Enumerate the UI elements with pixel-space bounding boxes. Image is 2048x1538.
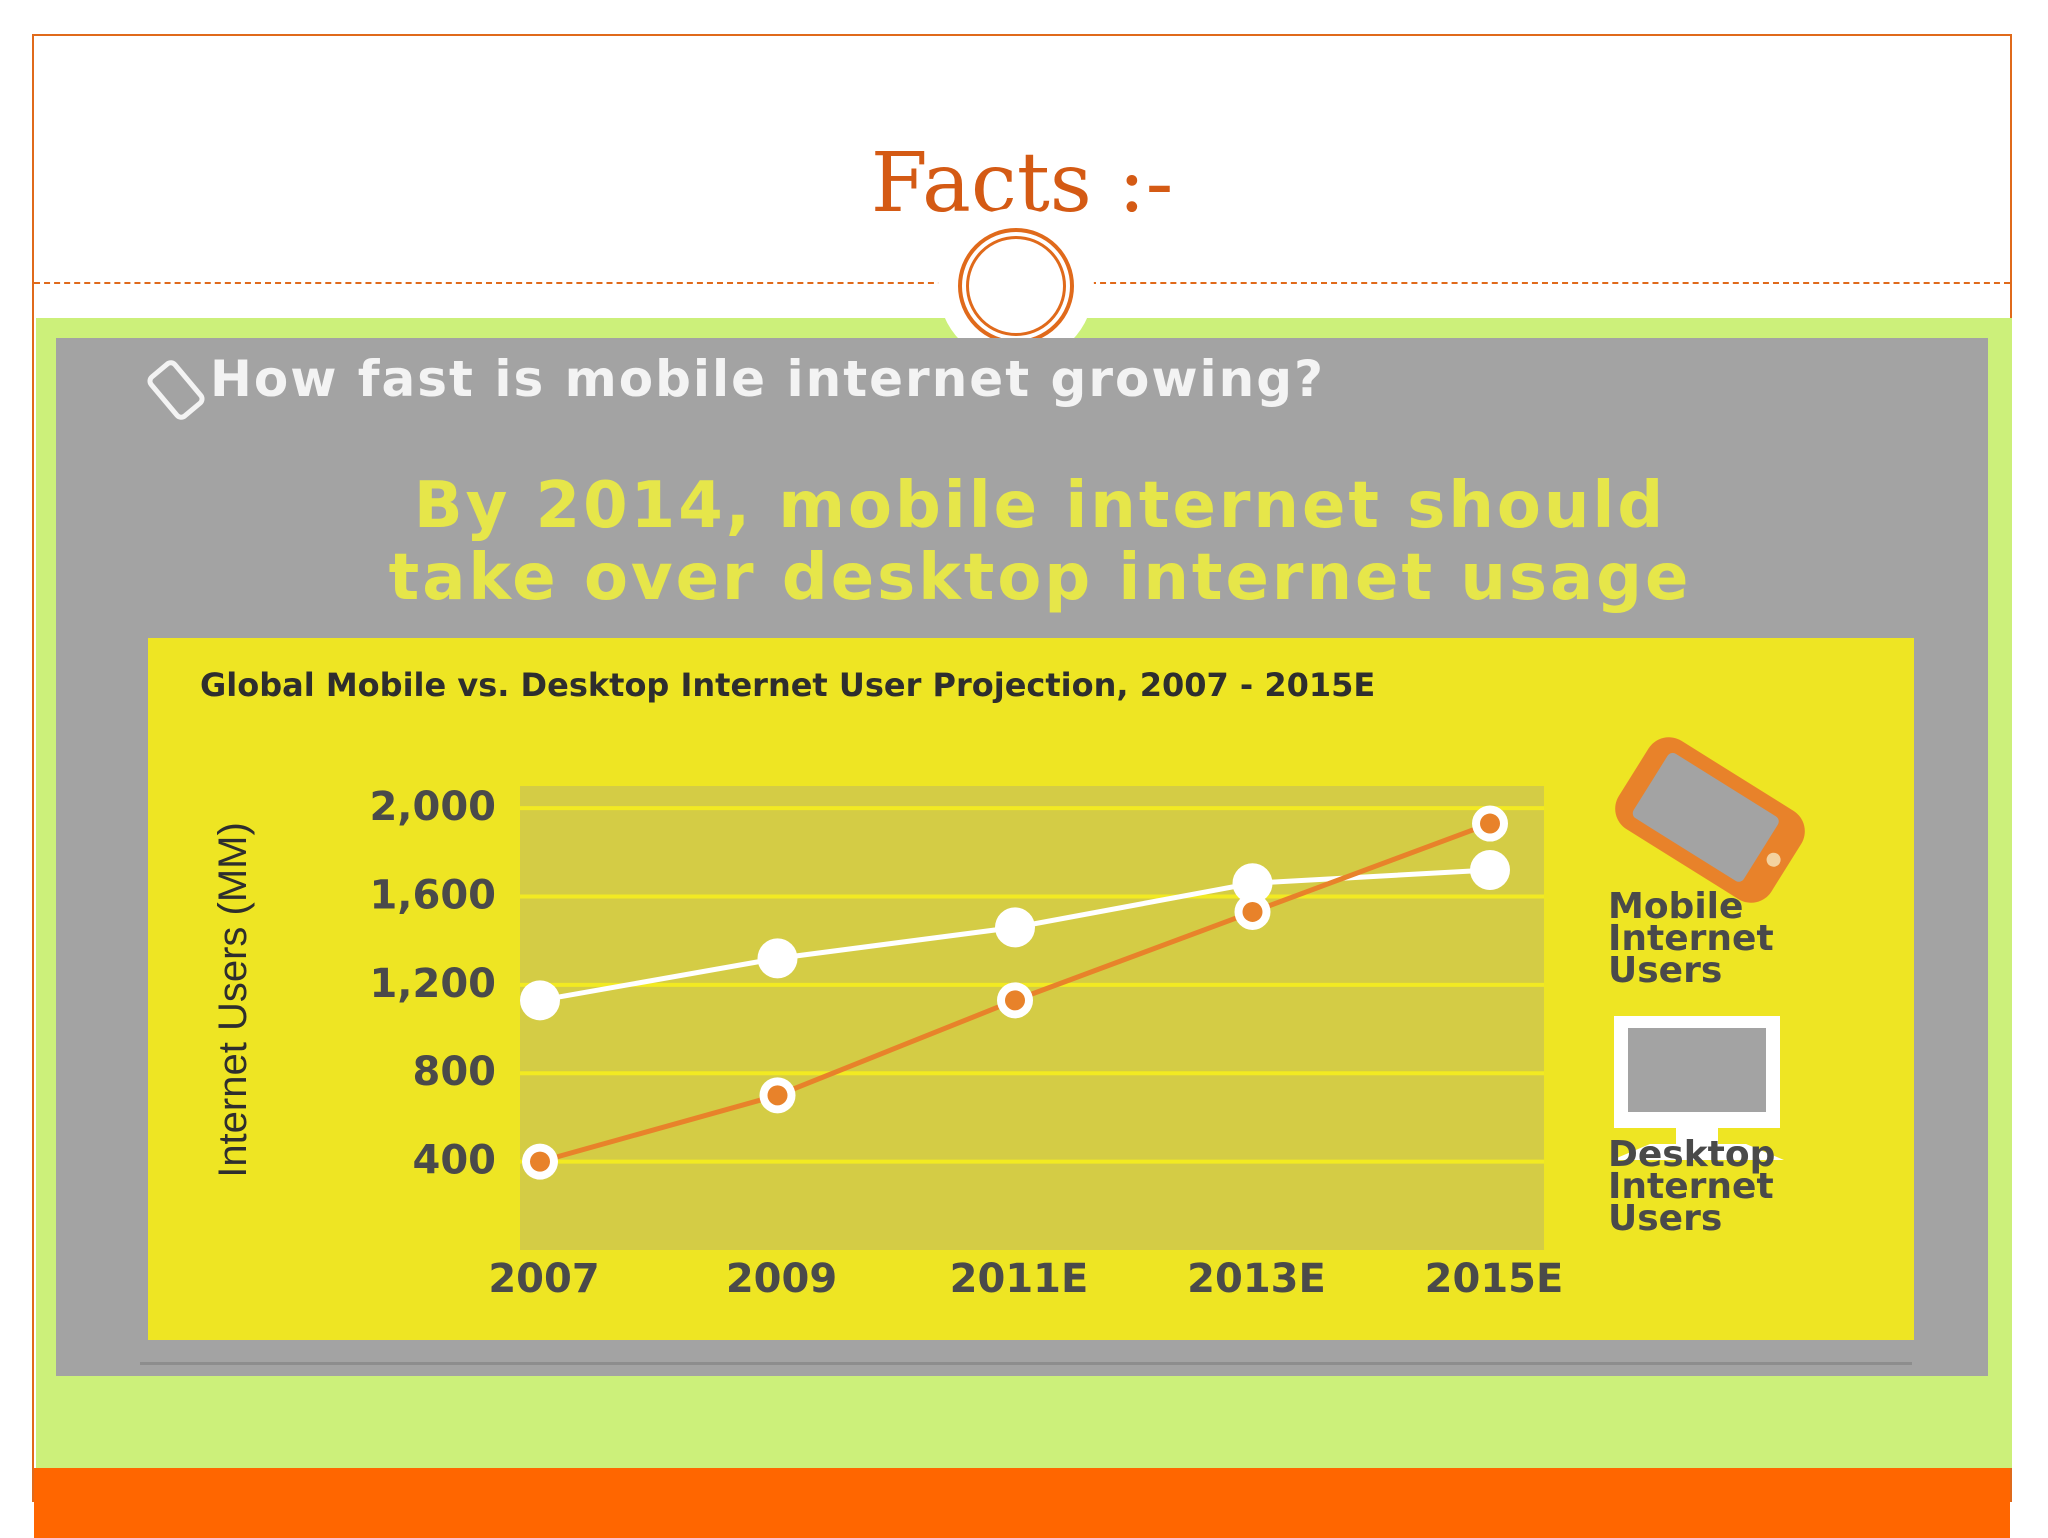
mobile-data-point [1242, 901, 1263, 922]
legend-label-desktop: Users [1608, 1198, 1722, 1239]
legend-label-mobile: Mobile [1608, 886, 1743, 927]
desktop-data-point [1232, 863, 1273, 904]
monitor-keyboard [1612, 1144, 1784, 1160]
headline-line-2: take over desktop internet usage [388, 541, 1692, 615]
desktop-data-point [520, 980, 560, 1021]
divider-circle-inner-ring [966, 236, 1066, 336]
y-axis-label: Internet Users (MM) [211, 822, 255, 1178]
smartphone-icon [1615, 737, 1805, 903]
infographic-headline: By 2014, mobile internet should take ove… [160, 470, 1920, 614]
mobile-data-point [1005, 990, 1025, 1011]
monitor-stand [1676, 1128, 1718, 1144]
title-divider-right [1090, 282, 2010, 284]
desktop-data-point [1470, 849, 1510, 890]
desktop-data-point [757, 938, 798, 979]
monitor-screen [1628, 1028, 1766, 1112]
mobile-data-point [1480, 813, 1500, 834]
phone-screen [1632, 752, 1779, 882]
x-tick-label: 2007 [488, 1256, 599, 1302]
phone-button [1766, 852, 1781, 867]
infographic-question: How fast is mobile internet growing? [210, 350, 1326, 408]
x-tick-label: 2009 [726, 1256, 837, 1302]
y-tick-label: 2,000 [369, 784, 496, 830]
y-tick-label: 800 [413, 1049, 497, 1095]
x-tick-label: 2015E [1425, 1256, 1564, 1302]
chart-title: Global Mobile vs. Desktop Internet User … [200, 666, 1376, 704]
plot-area [520, 786, 1544, 1250]
desktop-monitor-icon [1612, 1016, 1784, 1160]
legend-label-mobile: Internet [1608, 918, 1774, 959]
legend-label-mobile: Users [1608, 950, 1722, 991]
mobile-data-point [767, 1085, 788, 1106]
x-tick-label: 2011E [950, 1256, 1089, 1302]
y-tick-label: 400 [413, 1138, 497, 1184]
mobile-data-point [530, 1151, 550, 1172]
desktop-data-point [995, 907, 1035, 948]
legend-label-desktop: Desktop [1608, 1134, 1775, 1175]
title-divider-left [34, 282, 954, 284]
headline-line-1: By 2014, mobile internet should [413, 469, 1667, 543]
y-tick-label: 1,200 [369, 961, 496, 1007]
x-tick-label: 2013E [1187, 1256, 1326, 1302]
infographic-bottom-rule [140, 1362, 1912, 1365]
footer-accent-bar [34, 1468, 2010, 1538]
y-tick-label: 1,600 [369, 872, 496, 918]
legend-label-desktop: Internet [1608, 1166, 1774, 1207]
